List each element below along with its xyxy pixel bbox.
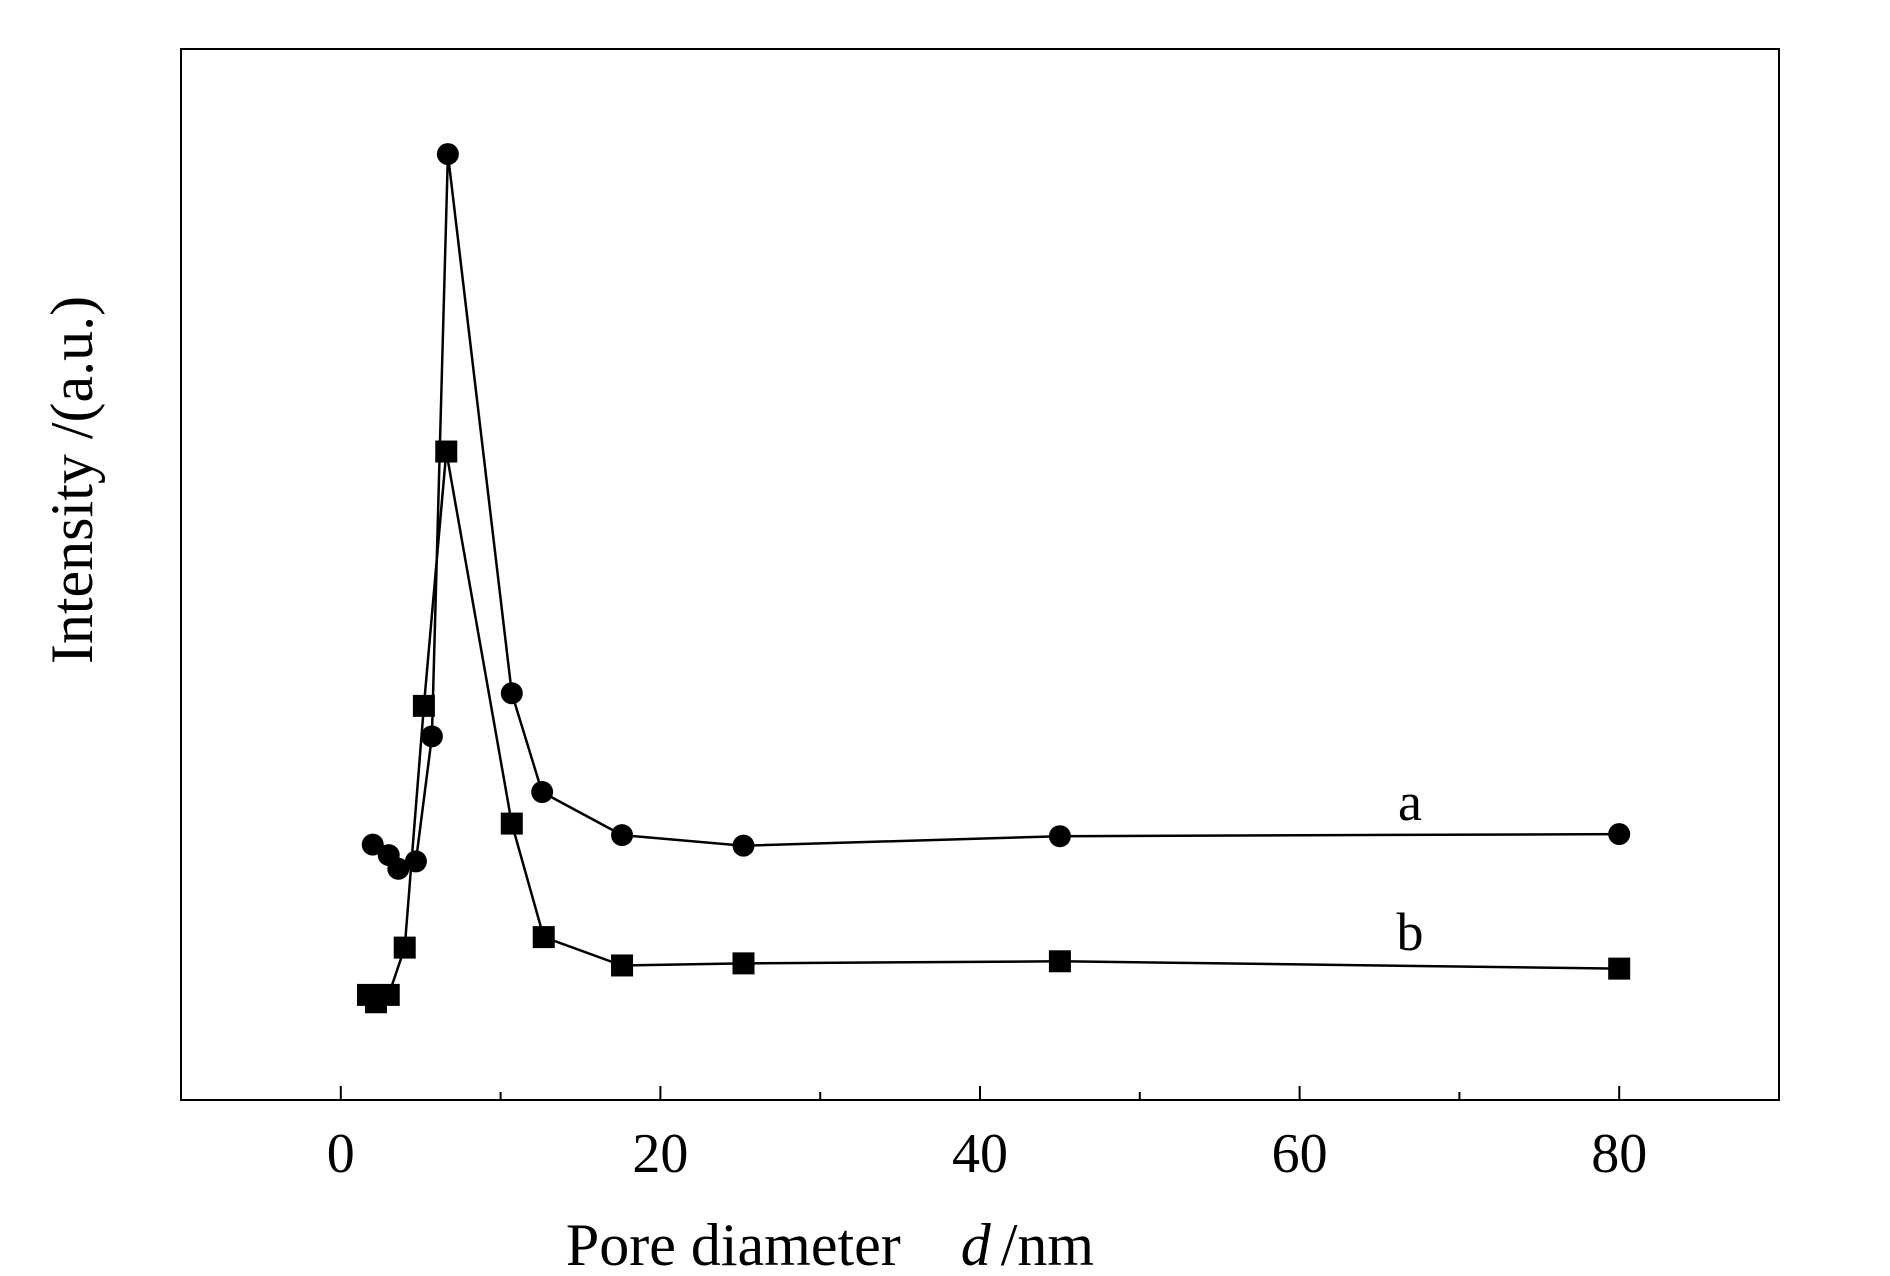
x-axis-label-text: Pore diameter [566,1212,901,1276]
series-label-a: a [1398,772,1422,832]
data-point-b [377,983,400,1006]
data-point-a [611,824,634,847]
series-line-b [367,451,1620,1004]
data-point-b [412,694,435,717]
series-label-b: b [1397,902,1424,962]
data-point-a [361,833,384,856]
data-point-a [387,857,410,880]
x-axis-ticks [339,1086,1621,1100]
data-point-a [732,834,755,857]
series-markers [356,143,1631,1014]
x-axis-label-variable: d [961,1212,992,1276]
data-point-b [500,812,523,835]
data-point-a [531,781,554,804]
data-point-b [393,936,416,959]
data-point-b [1048,950,1071,973]
x-tick-label: 0 [327,1123,355,1185]
data-point-b [611,954,634,977]
data-point-a [420,725,443,748]
data-point-a [436,143,459,166]
data-point-b [435,440,458,463]
data-point-a [1048,825,1071,848]
x-tick-label: 20 [632,1123,688,1185]
data-point-b [732,952,755,975]
series-line-a [372,153,1620,871]
x-tick-label: 60 [1272,1123,1328,1185]
series-lines [367,153,1620,1004]
x-axis-label: Pore diameter d/nm [566,1212,1094,1276]
y-axis-label: Intensity /(a.u.) [39,296,105,664]
data-point-a [1608,823,1631,846]
x-tick-label: 40 [952,1123,1008,1185]
data-point-a [500,682,523,705]
x-axis-label-unit: /nm [1001,1212,1094,1276]
x-axis-tick-labels: 0 20 40 60 80 [327,1123,1647,1185]
x-tick-label: 80 [1591,1123,1647,1185]
data-point-a [404,850,427,873]
plot-frame [180,48,1780,1101]
data-point-b [1608,957,1631,980]
data-point-b [532,926,555,949]
